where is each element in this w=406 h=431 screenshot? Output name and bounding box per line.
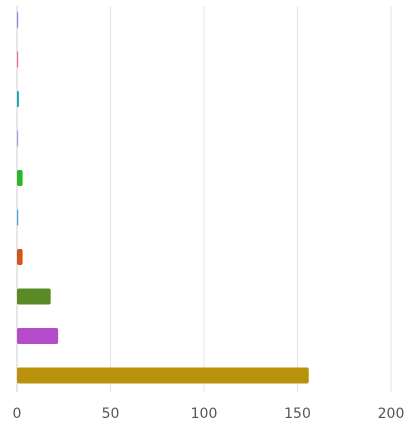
- bar-6[interactable]: [17, 209, 19, 226]
- bar-7[interactable]: [17, 249, 23, 265]
- bar-8[interactable]: [17, 288, 51, 305]
- x-axis-ticks: 0 50 100 150 200: [13, 406, 405, 422]
- bars-group: [17, 12, 309, 384]
- bar-5[interactable]: [17, 170, 23, 186]
- bar-3[interactable]: [17, 91, 19, 107]
- bar-1[interactable]: [17, 12, 19, 28]
- x-tick-label-150: 150: [284, 406, 311, 422]
- grid-lines: [16, 6, 392, 392]
- x-tick-label-200: 200: [378, 406, 405, 422]
- bar-9[interactable]: [17, 328, 59, 344]
- x-tick-label-100: 100: [191, 406, 218, 422]
- x-tick-label-50: 50: [102, 406, 120, 422]
- bar-10[interactable]: [17, 367, 309, 384]
- x-tick-label-0: 0: [13, 406, 22, 422]
- bar-2[interactable]: [17, 51, 19, 68]
- bar-4[interactable]: [17, 130, 19, 147]
